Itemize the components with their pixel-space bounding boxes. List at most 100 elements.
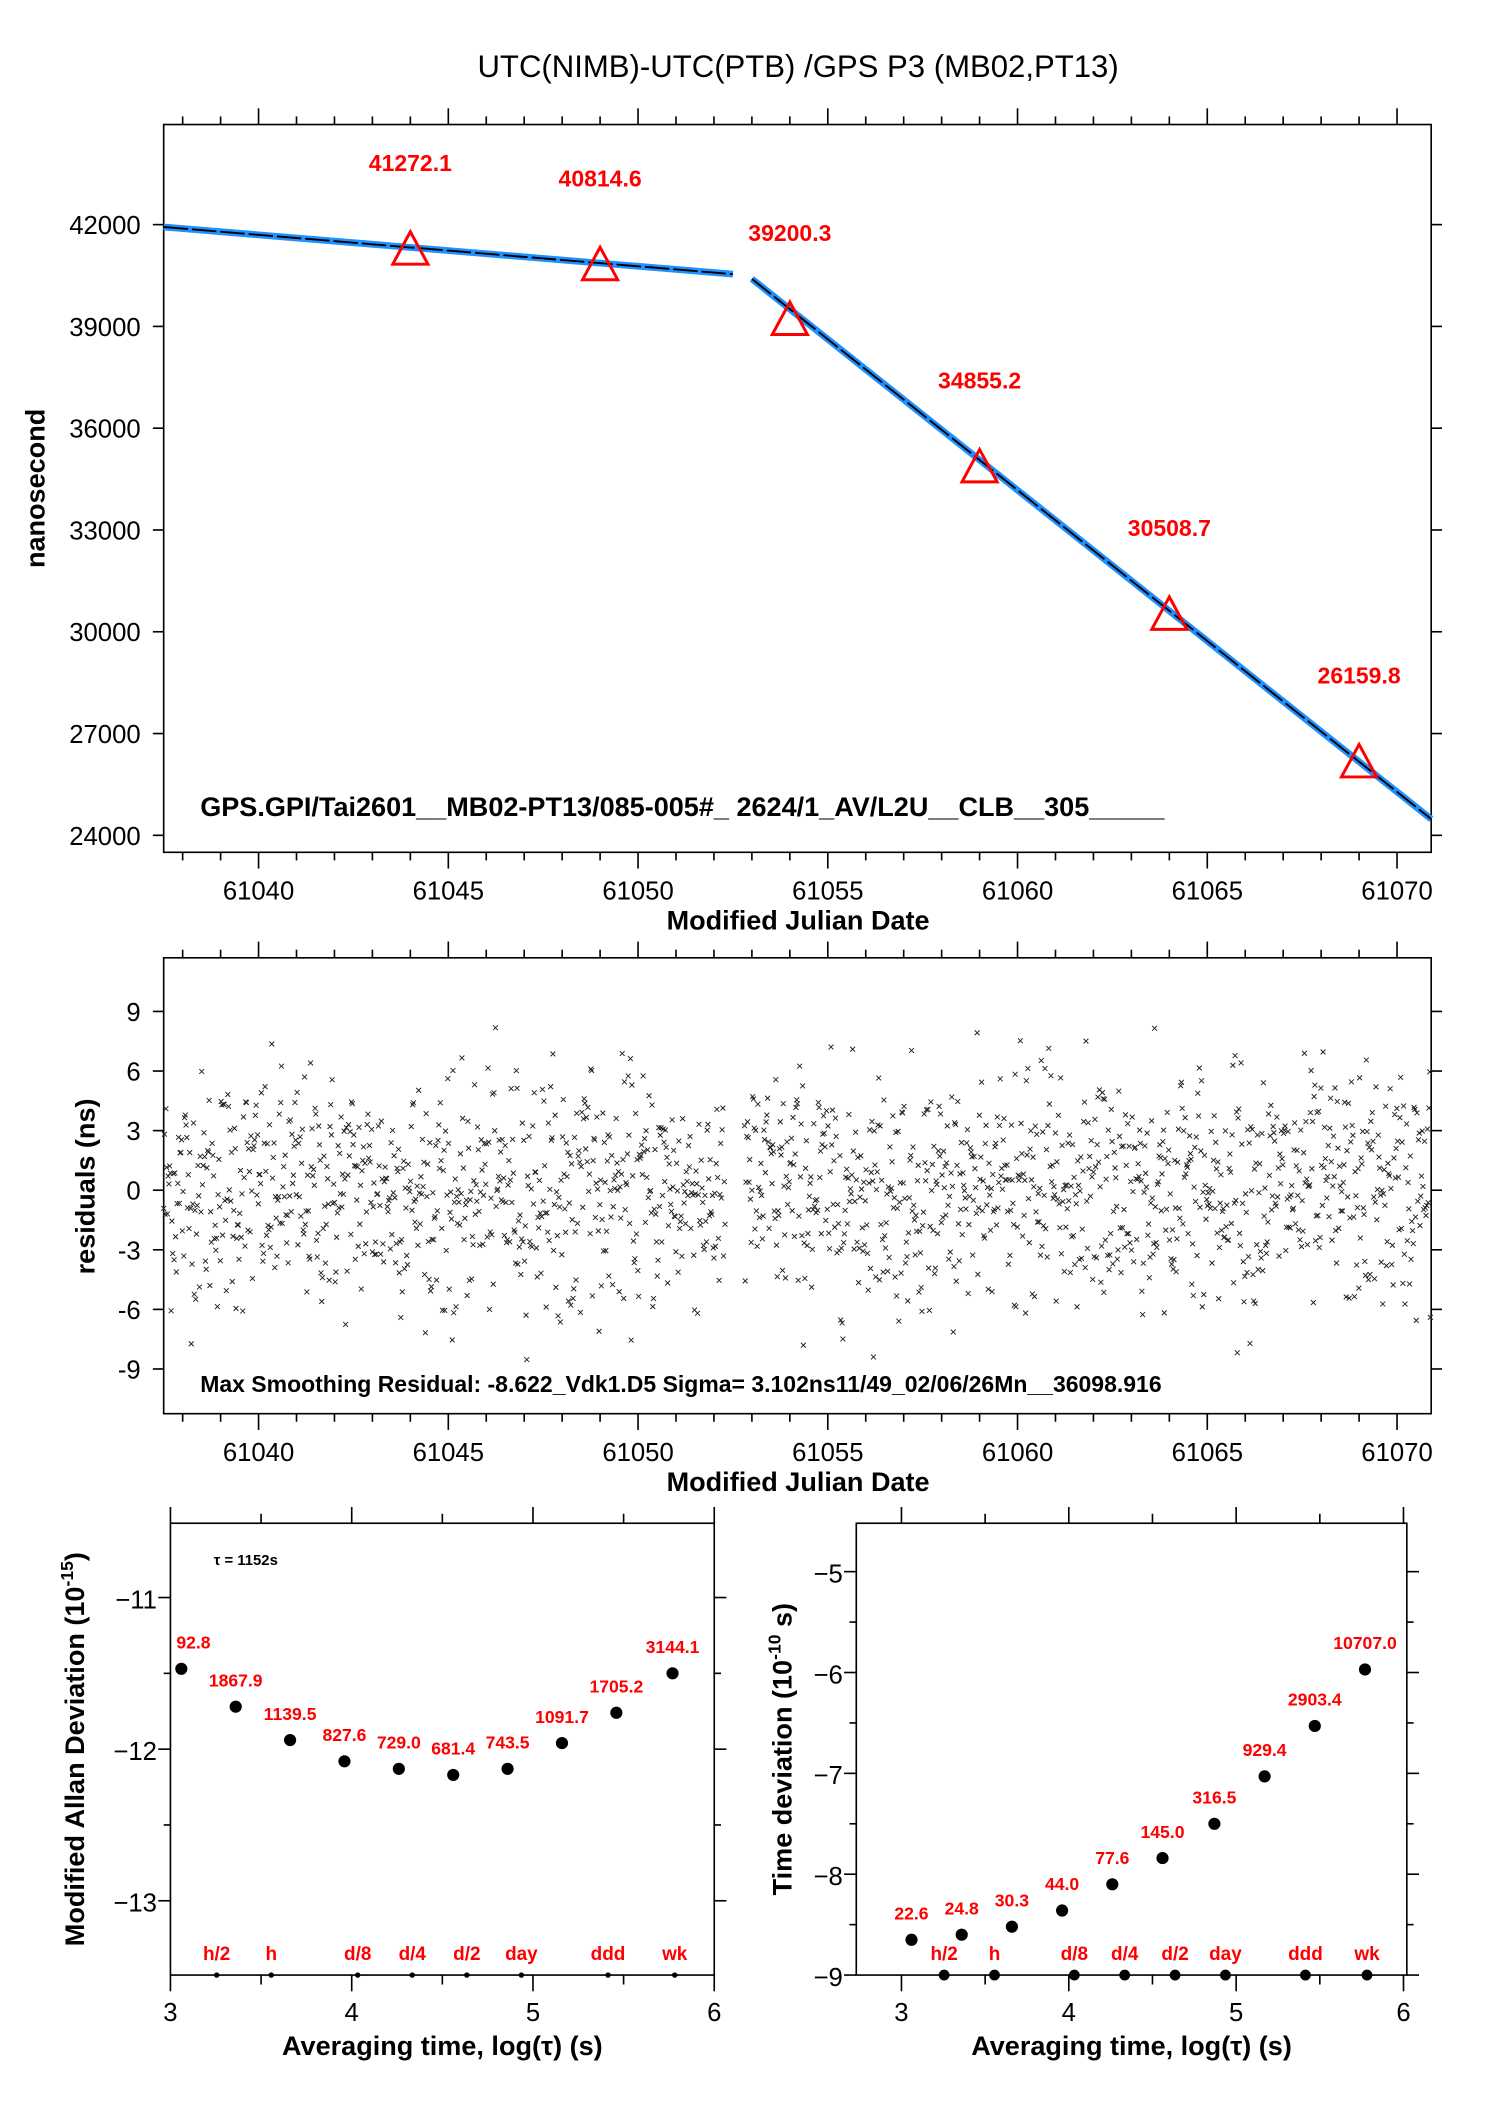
residual-point [236, 1256, 242, 1263]
residual-point [257, 1171, 263, 1178]
residual-point [1423, 1202, 1430, 1209]
residual-point [983, 1122, 989, 1129]
residual-point [1319, 1202, 1326, 1209]
residual-point [507, 1177, 514, 1183]
residual-point [315, 1123, 322, 1129]
residual-point [959, 1231, 965, 1238]
residual-point [872, 1162, 878, 1168]
residual-point [1268, 1207, 1275, 1213]
residual-point [190, 1120, 197, 1126]
residual-point [1398, 1225, 1405, 1232]
residual-point [524, 1356, 530, 1363]
residual-point [878, 1221, 884, 1228]
residual-point [1126, 1143, 1132, 1150]
residual-point [995, 1179, 1002, 1186]
residual-point [952, 1121, 959, 1128]
residual-point [753, 1208, 760, 1214]
residual-point [540, 1198, 546, 1204]
residual-point [1178, 1079, 1185, 1086]
residual-point [488, 1195, 494, 1202]
residual-point [434, 1208, 441, 1214]
residual-point [1238, 1060, 1244, 1066]
residual-point [1227, 1151, 1233, 1157]
residual-point [633, 1231, 640, 1237]
residual-point [984, 1202, 990, 1208]
residual-point [1236, 1230, 1243, 1237]
residual-point [917, 1250, 924, 1256]
y-axis-label: Modified Allan Deviation (10-15) [57, 1552, 90, 1946]
residual-point [656, 1203, 663, 1210]
residual-point [474, 1124, 481, 1130]
residual-point [868, 1169, 875, 1176]
residual-point [225, 1091, 231, 1098]
residual-point [1004, 1162, 1010, 1168]
residual-point [1235, 1115, 1241, 1121]
residual-point [1023, 1077, 1030, 1084]
residual-point [342, 1176, 348, 1182]
residual-point [1209, 1188, 1216, 1195]
residual-point [1309, 1165, 1315, 1172]
residual-point [204, 1165, 210, 1171]
residual-point [762, 1169, 769, 1176]
residual-point [263, 1168, 269, 1175]
residual-point [1134, 1176, 1141, 1183]
residual-point [1370, 1138, 1376, 1145]
residual-point [948, 1170, 954, 1176]
residual-point [781, 1232, 788, 1238]
residual-point [1395, 1174, 1402, 1180]
residual-point [1080, 1118, 1087, 1125]
residual-point [278, 1063, 285, 1069]
residual-point [1373, 1217, 1380, 1223]
residual-point [260, 1258, 266, 1265]
residual-point [1057, 1224, 1063, 1231]
residual-point [244, 1139, 250, 1146]
deviation-point [338, 1755, 351, 1768]
residual-point [165, 1173, 171, 1179]
residual-point [1028, 1127, 1034, 1134]
residual-point [1303, 1118, 1309, 1125]
residual-point [406, 1188, 413, 1195]
residual-point [626, 1220, 633, 1227]
residual-point [767, 1144, 774, 1151]
residual-point [175, 1180, 181, 1187]
residual-point [214, 1303, 221, 1310]
residual-point [1362, 1272, 1369, 1279]
residual-point [430, 1237, 437, 1243]
residual-point [460, 1165, 467, 1171]
residual-point [837, 1152, 843, 1159]
residual-point [1261, 1213, 1267, 1219]
residual-point [1283, 1247, 1289, 1254]
marker-value-label: 40814.6 [559, 165, 642, 191]
residual-point [942, 1163, 948, 1170]
residual-point [659, 1192, 666, 1199]
residual-point [1353, 1262, 1360, 1268]
residual-point [858, 1153, 864, 1159]
residual-point [1421, 1138, 1428, 1145]
residual-point [617, 1215, 624, 1221]
residual-point [553, 1189, 560, 1195]
residual-point [752, 1226, 758, 1232]
residual-point [903, 1239, 910, 1245]
y-tick-label: −13 [113, 1890, 157, 1918]
residual-point [470, 1241, 476, 1248]
x-tick-label: 61040 [223, 878, 294, 906]
residual-point [1132, 1144, 1138, 1151]
residual-point [978, 1079, 985, 1085]
residual-point [1215, 1159, 1221, 1165]
residual-point [1039, 1129, 1046, 1135]
residual-point [976, 1112, 983, 1118]
residual-point [1066, 1198, 1072, 1204]
residual-point [232, 1145, 239, 1152]
residual-point [1182, 1114, 1188, 1121]
residual-point [965, 1290, 971, 1297]
residual-point [1190, 1292, 1197, 1299]
residual-point [1300, 1149, 1307, 1156]
residual-point [439, 1225, 445, 1232]
residual-point [758, 1160, 764, 1167]
x-tick-label: 61060 [982, 1439, 1053, 1467]
residual-point [945, 1202, 951, 1209]
residual-point [982, 1140, 989, 1147]
residual-point [1203, 1216, 1209, 1222]
residual-point [573, 1277, 579, 1283]
residual-point [852, 1129, 859, 1136]
